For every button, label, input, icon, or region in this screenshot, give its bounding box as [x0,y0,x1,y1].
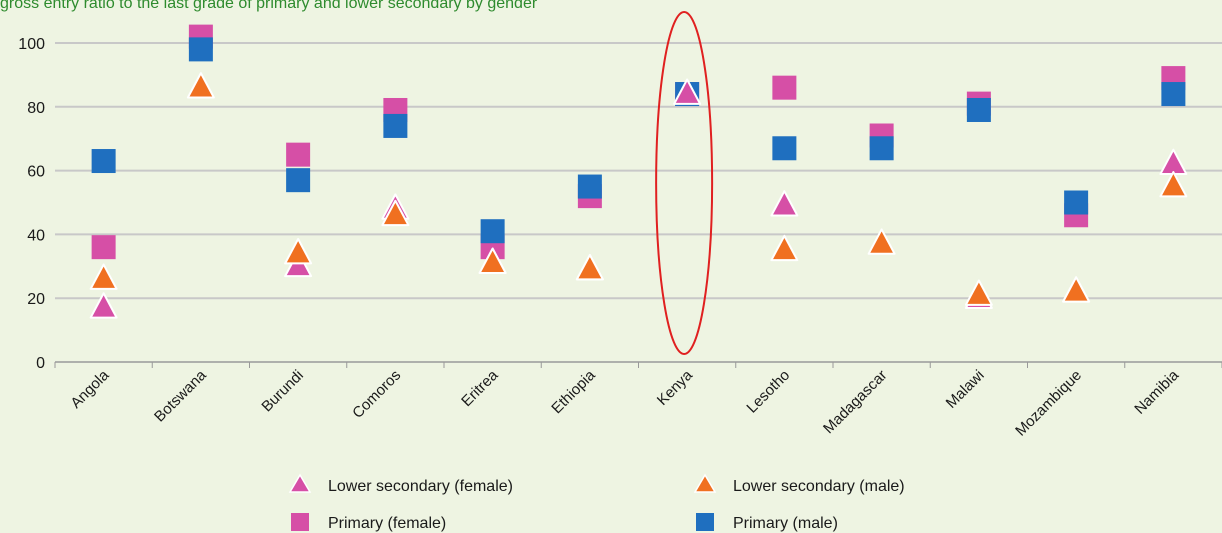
data-point-triangle [673,78,702,105]
x-category-label: Ethiopia [548,366,599,417]
x-category-label: Mozambique [1012,367,1085,440]
highlight-ellipse [655,11,714,355]
data-point-square [91,149,116,174]
y-tick-label: 0 [36,355,45,372]
data-point-square [772,75,797,100]
x-category-label: Kenya [654,366,697,409]
y-tick-label: 60 [27,164,45,181]
y-tick-label: 80 [27,100,45,117]
y-tick-label: 40 [27,227,45,244]
data-point-triangle [186,72,215,99]
chart-title: gross entry ratio to the last grade of p… [0,0,538,12]
x-category-label: Madagascar [820,367,890,437]
data-point-triangle [575,253,604,281]
legend-marker-square [291,513,309,531]
data-point-square [383,113,408,138]
data-point-triangle [770,190,799,217]
data-point-square [869,136,894,161]
legend-marker-triangle [693,473,717,493]
legend-marker-triangle [288,473,312,493]
data-point-triangle [381,199,410,227]
data-point-triangle [1062,276,1091,303]
data-point-triangle [964,279,993,306]
data-point-square [480,219,505,244]
data-point-triangle [89,263,118,290]
data-point-square [286,142,311,167]
x-category-label: Malawi [943,367,988,412]
data-point-triangle [770,234,799,262]
data-point-triangle [867,228,896,255]
data-point-square [188,37,213,62]
x-category-label: Burundi [258,367,307,416]
data-point-triangle [1159,171,1188,198]
data-point-triangle [284,238,313,265]
x-category-label: Eritrea [458,366,502,410]
data-point-square [1161,82,1186,107]
legend-label: Primary (female) [328,515,446,532]
y-tick-label: 20 [27,291,45,308]
legend-label: Lower secondary (female) [328,478,513,495]
y-tick-label: 100 [18,36,45,53]
data-point-square [1064,190,1089,215]
data-point-triangle [1159,148,1188,176]
x-category-label: Comoros [349,367,404,422]
data-point-square [966,97,991,122]
x-category-label: Botswana [151,366,210,425]
x-category-label: Angola [67,366,113,412]
data-point-square [91,235,116,260]
legend-label: Lower secondary (male) [733,478,905,495]
legend-marker-square [696,513,714,531]
data-point-triangle [478,247,507,274]
data-point-square [577,174,602,199]
legend-label: Primary (male) [733,515,838,532]
data-point-triangle [89,292,118,319]
x-category-label: Lesotho [743,367,793,417]
data-point-square [772,136,797,161]
data-point-square [286,168,311,193]
x-category-label: Namibia [1131,366,1182,417]
